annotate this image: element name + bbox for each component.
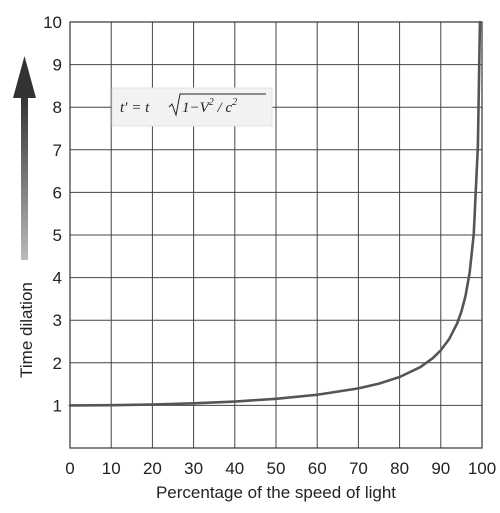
y-tick-label: 8 xyxy=(53,98,62,117)
formula-exponent-2: 2 xyxy=(232,97,237,108)
formula-radicand-base: 1−V xyxy=(182,100,211,116)
sqrt-icon xyxy=(168,93,266,117)
y-tick-label: 4 xyxy=(53,269,62,288)
x-tick-label: 100 xyxy=(468,459,496,478)
y-tick-label: 6 xyxy=(53,183,62,202)
x-tick-label: 0 xyxy=(65,459,74,478)
y-tick-labels: 1 2 3 4 5 6 7 8 9 10 xyxy=(43,13,62,415)
formula-radicand: 1−V2 / c2 xyxy=(182,97,237,116)
x-tick-label: 90 xyxy=(431,459,450,478)
formula-annotation: t′ = t 1−V2 / c2 xyxy=(111,87,273,127)
x-tick-label: 40 xyxy=(225,459,244,478)
series-line xyxy=(68,20,482,407)
plot-frame xyxy=(69,21,483,449)
x-axis-label: Percentage of the speed of light xyxy=(156,483,396,502)
y-tick-label: 9 xyxy=(53,56,62,75)
formula-lhs: t′ = t xyxy=(120,100,150,116)
grid xyxy=(69,21,483,448)
x-tick-label: 80 xyxy=(390,459,409,478)
y-tick-label: 3 xyxy=(53,311,62,330)
arrow-up-icon xyxy=(13,56,36,260)
x-tick-label: 50 xyxy=(267,459,286,478)
x-tick-label: 20 xyxy=(143,459,162,478)
x-tick-labels: 0 10 20 30 40 50 60 70 80 90 100 xyxy=(65,459,496,478)
formula-exponent-1: 2 xyxy=(209,97,214,108)
y-tick-label: 7 xyxy=(53,141,62,160)
x-tick-label: 70 xyxy=(349,459,368,478)
x-tick-label: 30 xyxy=(184,459,203,478)
y-tick-label: 2 xyxy=(53,354,62,373)
x-tick-label: 10 xyxy=(102,459,121,478)
x-tick-label: 60 xyxy=(308,459,327,478)
formula-divisor: / c xyxy=(214,100,233,116)
y-tick-label: 5 xyxy=(53,226,62,245)
y-tick-label: 1 xyxy=(53,396,62,415)
y-axis-label: Time dilation xyxy=(17,282,36,378)
y-tick-label: 10 xyxy=(43,13,62,32)
